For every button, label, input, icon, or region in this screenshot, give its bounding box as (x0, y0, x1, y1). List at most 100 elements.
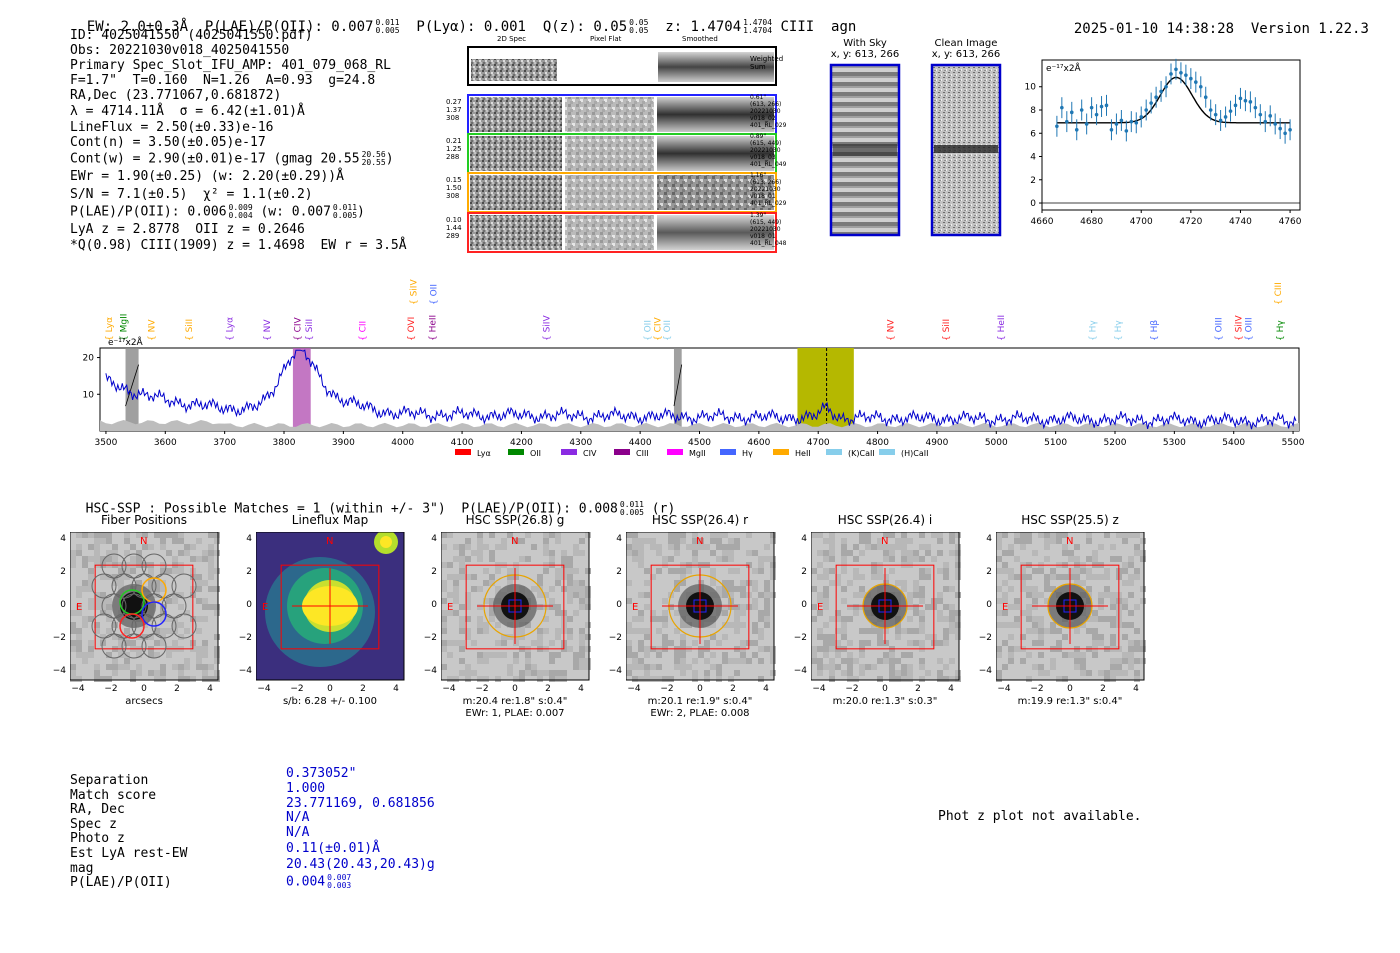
spectrum-xtick-label: 4100 (451, 438, 474, 448)
hsc-ytick-label: −4 (423, 666, 437, 676)
svg-text:(K)CaII: (K)CaII (848, 449, 875, 458)
svg-text:{ Hβ: { Hβ (1150, 320, 1160, 341)
info-radec: RA,Dec (23.771067,0.681872) (70, 88, 282, 103)
hsc-ytick-label: −4 (52, 666, 66, 676)
spectrum-xtick-label: 4800 (866, 438, 889, 448)
hsc-panel-caption: arcsecs (125, 696, 163, 707)
fiber-circle (121, 553, 147, 579)
hsc-xtick-label: 4 (207, 684, 213, 694)
spectrum-legend-item: OII (508, 449, 541, 458)
fit-point (1089, 105, 1094, 110)
spectrum-xtick-label: 5500 (1282, 438, 1305, 448)
spectrum-legend-item: (K)CaII (826, 449, 875, 458)
fit-point (1288, 127, 1292, 132)
svg-text:{ SiIV: { SiIV (1234, 315, 1244, 341)
hsc-panel-image: NE (70, 532, 220, 682)
hsc-ytick-label: 0 (431, 600, 437, 610)
sky-images (829, 63, 1002, 237)
header-qz-frac: 0.05 0.05 (629, 18, 649, 35)
compass-e: E (632, 602, 638, 613)
with-sky-xy: x, y: 613, 266 (830, 49, 900, 60)
fit-point (1189, 76, 1193, 81)
spectrum-line-label: { SiIV (542, 315, 552, 341)
fit-point (1263, 119, 1268, 124)
spectrum-line-label: { OII (663, 320, 673, 341)
svg-text:{ Hγ: { Hγ (1114, 320, 1124, 341)
match-value: 20.43(20.43,20.43)g (286, 857, 435, 872)
spectrum-mask-hatch (125, 364, 139, 407)
hsc-panel-frame (996, 532, 1145, 681)
compass-n: N (881, 536, 888, 547)
svg-text:{ OVI: { OVI (407, 317, 417, 341)
fit-curve (1056, 76, 1291, 124)
svg-text:{ OII: { OII (643, 320, 653, 341)
fit-point (1208, 108, 1213, 112)
fit-point (1149, 101, 1153, 105)
fiber-circle (101, 593, 127, 619)
svg-text:{ CII: { CII (358, 321, 368, 341)
hsc-ytick-label: 4 (986, 534, 992, 544)
svg-text:CIII: CIII (636, 449, 649, 458)
header-class: agn (831, 19, 857, 35)
compass-n: N (326, 536, 333, 547)
fit-point (1109, 127, 1114, 132)
fit-xtick-label: 4660 (1031, 217, 1054, 227)
spectrum-xtick-label: 4500 (688, 438, 711, 448)
match-label: Match score (70, 788, 157, 803)
hsc-xtick-label: 0 (512, 684, 518, 694)
fit-point (1159, 89, 1163, 94)
fit-ytick-label: 10 (1025, 83, 1037, 93)
spectrum-legend-item: MgII (667, 449, 706, 458)
hsc-xtick-label: 4 (1133, 684, 1139, 694)
hsc-ytick-label: −2 (238, 633, 252, 643)
hsc-xtick-label: −4 (442, 684, 456, 694)
fit-point (1198, 84, 1203, 89)
fit-xtick-label: 4700 (1130, 217, 1153, 227)
svg-text:CIV: CIV (583, 449, 597, 458)
svg-text:OII: OII (530, 449, 541, 458)
compass-n: N (140, 536, 147, 547)
hsc-xtick-label: −4 (71, 684, 85, 694)
fit-point (1055, 124, 1059, 129)
compass-e: E (76, 602, 82, 613)
fiber-circle (171, 613, 197, 639)
hsc-panel-title: Lineflux Map (291, 513, 369, 527)
svg-text:(H)CaII: (H)CaII (901, 449, 928, 458)
match-label: mag (70, 861, 94, 876)
svg-text:Lyα: Lyα (477, 449, 491, 458)
hsc-ytick-label: 2 (801, 567, 807, 577)
fiber-circle (121, 633, 147, 659)
hsc-search-box (835, 564, 935, 650)
spectrum-xtick-label: 4000 (391, 438, 414, 448)
hsc-header-frac: 0.011 0.005 (619, 500, 644, 517)
hsc-ytick-label: −4 (793, 666, 807, 676)
spectrum-line-label: { Lyα (105, 317, 115, 341)
spectrum-xtick-label: 3800 (273, 438, 296, 448)
fit-point (1203, 95, 1208, 100)
hsc-panel-frame (626, 532, 775, 681)
fiber-circle (141, 593, 167, 619)
fit-xtick-label: 4740 (1229, 217, 1252, 227)
hsc-xtick-label: −2 (104, 684, 118, 694)
spectrum-xtick-label: 4700 (807, 438, 830, 448)
spectrum-line-label: { Hγ (1276, 320, 1286, 341)
cutout-col-smooth: Smoothed (682, 35, 718, 43)
hsc-panel-title: HSC SSP(26.4) i (837, 513, 933, 527)
hsc-panel-image: NE (441, 532, 591, 682)
spectrum-mask-hatch (673, 364, 683, 407)
hsc-xtick-label: −2 (290, 684, 304, 694)
match-value-plae: 0.004 0.007 0.003 (286, 873, 352, 890)
hsc-xtick-label: −2 (845, 684, 859, 694)
cutout-row-right-label: 0.89" (615, 449) 20221030 v018_03 401_RL… (750, 133, 787, 168)
cutout-row-right-label: 0.61" (613, 266) 20221030 v018_02 401_RL… (750, 94, 787, 129)
svg-text:{ SiIV: { SiIV (542, 315, 552, 341)
spectrum-line-label: { Hβ (1150, 320, 1160, 341)
spectrum-line-label: { NV (263, 319, 273, 341)
with-sky-title: With Sky (843, 38, 887, 49)
fit-ylabel: e⁻¹⁷x2Å (1046, 62, 1082, 74)
fiber-circle (151, 573, 177, 599)
cutout-row-left-label: 0.21 1.25 288 (446, 137, 462, 161)
hsc-panel-frame (256, 532, 405, 681)
fiber-circle (91, 613, 117, 639)
spectrum-ytick-label: 20 (83, 354, 95, 364)
